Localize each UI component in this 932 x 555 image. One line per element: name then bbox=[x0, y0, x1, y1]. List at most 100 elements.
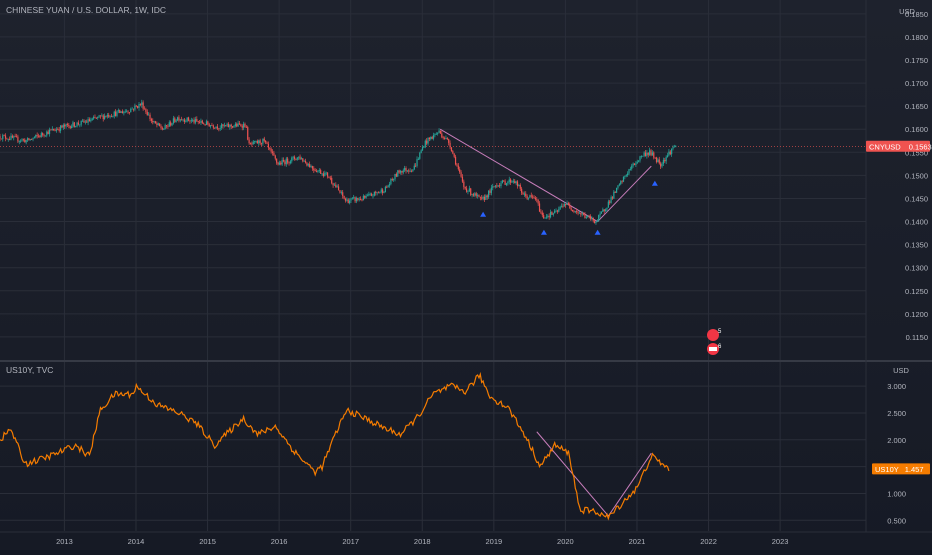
event-badge-icon[interactable] bbox=[707, 329, 719, 341]
candle-body bbox=[360, 198, 362, 200]
candle-body bbox=[635, 163, 637, 165]
candle-body bbox=[576, 210, 578, 213]
candle-body bbox=[651, 152, 653, 156]
candle-body bbox=[119, 110, 121, 113]
price-tick-label: 0.1300 bbox=[905, 264, 928, 273]
candle-body bbox=[258, 140, 260, 144]
candle-body bbox=[420, 150, 422, 153]
candle-body bbox=[522, 192, 524, 195]
candle-body bbox=[618, 184, 620, 186]
candle-body bbox=[482, 196, 484, 199]
candle-body bbox=[593, 220, 596, 224]
candle-body bbox=[460, 172, 462, 177]
candle-body bbox=[95, 117, 97, 119]
candle-body bbox=[375, 191, 377, 193]
candle-body bbox=[181, 119, 183, 121]
candle-body bbox=[475, 193, 477, 196]
candle-body bbox=[489, 190, 491, 193]
cnyusd-price-tag: CNYUSD 0.1563 bbox=[866, 140, 932, 152]
candle-body bbox=[80, 120, 82, 125]
candle-body bbox=[654, 157, 656, 159]
candle-body bbox=[452, 151, 454, 154]
candle-body bbox=[146, 111, 148, 116]
candle-body bbox=[307, 164, 309, 166]
candle-body bbox=[468, 188, 470, 192]
candle-body bbox=[233, 125, 235, 128]
candle-body bbox=[179, 119, 181, 121]
candle-body bbox=[382, 189, 384, 194]
candle-body bbox=[69, 125, 71, 129]
candle-body bbox=[669, 151, 671, 155]
candle-body bbox=[544, 217, 546, 219]
candle-body bbox=[540, 211, 542, 213]
time-tick-label: 2020 bbox=[557, 537, 574, 546]
candle-body bbox=[309, 164, 311, 168]
candle-body bbox=[438, 130, 440, 133]
candle-body bbox=[511, 181, 513, 183]
candle-body bbox=[288, 162, 290, 164]
cnyusd-tag-value: 0.1563 bbox=[909, 142, 932, 151]
candle-body bbox=[88, 119, 91, 122]
candle-body bbox=[156, 123, 158, 125]
candle-body bbox=[331, 177, 333, 184]
candle-body bbox=[127, 111, 129, 113]
candle-body bbox=[50, 129, 52, 131]
candle-body bbox=[428, 137, 431, 140]
candle-body bbox=[585, 217, 587, 218]
candle-body bbox=[672, 147, 674, 149]
candle-body bbox=[373, 191, 375, 196]
candle-body bbox=[649, 150, 651, 155]
candle-body bbox=[284, 161, 286, 165]
cnyusd-pane[interactable] bbox=[0, 99, 866, 235]
candle-body bbox=[266, 142, 268, 144]
candle-body bbox=[664, 159, 666, 162]
arrow-up-marker bbox=[594, 229, 601, 235]
candle-body bbox=[54, 130, 56, 132]
cnyusd-trendlines bbox=[439, 128, 652, 222]
candle-body bbox=[18, 140, 20, 142]
candle-body bbox=[405, 168, 407, 172]
candle-body bbox=[321, 173, 323, 175]
candle-body bbox=[276, 158, 278, 163]
candle-body bbox=[91, 118, 93, 121]
candle-body bbox=[402, 170, 404, 173]
candle-body bbox=[53, 128, 55, 131]
candle-body bbox=[450, 147, 453, 152]
candle-body bbox=[607, 201, 609, 208]
candle-body bbox=[277, 162, 279, 165]
candle-body bbox=[285, 158, 287, 165]
candle-body bbox=[467, 191, 469, 193]
candle-body bbox=[549, 212, 552, 218]
candle-body bbox=[281, 160, 283, 165]
candle-body bbox=[386, 186, 388, 188]
time-axis[interactable]: 2013 2014 2015 2016 2017 2018 2019 2020 2021 2022… bbox=[56, 537, 788, 546]
candle-body bbox=[35, 134, 37, 138]
us10y-pane[interactable] bbox=[0, 371, 670, 521]
price-tick-label: 0.1350 bbox=[905, 241, 928, 250]
candle-body bbox=[325, 172, 327, 174]
candle-body bbox=[28, 138, 30, 141]
candle-body bbox=[318, 170, 320, 171]
candle-body bbox=[289, 161, 292, 163]
candle-body bbox=[131, 108, 133, 110]
event-badge-economic[interactable]: 6 bbox=[707, 343, 722, 355]
candle-body bbox=[26, 138, 29, 141]
candle-body bbox=[324, 172, 326, 176]
candle-body bbox=[216, 126, 219, 129]
candle-body bbox=[20, 140, 22, 142]
event-badge-dividends[interactable]: 5 bbox=[707, 329, 722, 341]
price-tick-label: 0.1250 bbox=[905, 287, 928, 296]
candle-body bbox=[296, 157, 298, 160]
candle-body bbox=[300, 158, 303, 160]
cnyusd-price-axis[interactable]: 0.1850 0.1800 0.1750 0.1700 0.1650 0.1600 0.15… bbox=[905, 10, 928, 342]
candle-body bbox=[14, 136, 16, 138]
candle-body bbox=[190, 120, 192, 122]
candle-body bbox=[251, 143, 253, 145]
candle-body bbox=[632, 163, 634, 166]
us10y-tag-symbol: US10Y bbox=[875, 465, 899, 474]
candle-body bbox=[578, 212, 581, 214]
candle-body bbox=[514, 181, 516, 184]
